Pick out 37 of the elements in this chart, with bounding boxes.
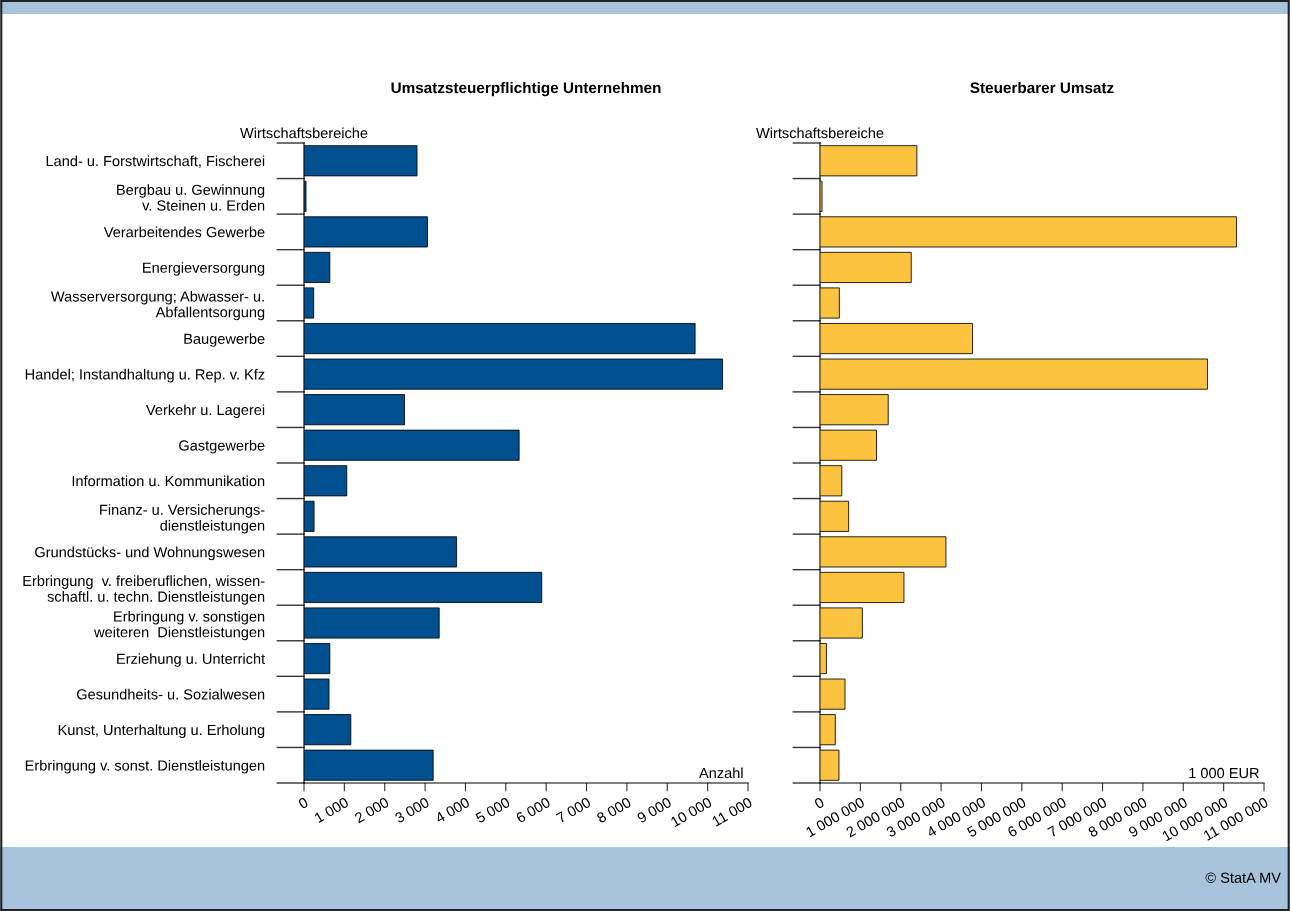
y-tick-label: Erziehung u. Unterricht	[117, 653, 266, 667]
x-tick-label: 0	[813, 796, 825, 810]
y-axis-title: Wirtschaftsbereiche	[240, 127, 368, 139]
x-tick-label: 6 000	[515, 796, 552, 824]
y-tick-label: Finanz- u. Versicherungs- dienstleistungen	[100, 504, 265, 534]
x-tick-label: 7 000	[555, 796, 592, 824]
y-tick-label: Gastgewerbe	[179, 439, 265, 454]
text: © StatA MV	[1205, 872, 1281, 883]
y-tick-label: Kunst, Unterhaltung u. Erholung	[58, 724, 265, 738]
y-tick-label: Bergbau u. Gewinnung v. Steinen u. Erden	[117, 184, 265, 211]
y-tick-label: Erbringung v. freiberuflichen, wissen- schaftl. u. techn. Dienstleistungen	[23, 575, 265, 605]
y-axis-title: Wirtschaftsbereiche	[756, 127, 884, 139]
y-tick-label: Land- u. Forstwirtschaft, Fischerei	[46, 155, 265, 168]
x-axis-title: Anzahl	[699, 767, 743, 779]
y-tick-label: Gesundheits- u. Sozialwesen	[76, 688, 265, 700]
y-tick-label: Erbringung v. sonst. Dienstleistungen	[25, 759, 265, 774]
y-tick-label: Handel; Instandhaltung u. Rep. v. Kfz	[25, 368, 265, 383]
x-tick-label: 5 000	[474, 796, 511, 824]
x-tick-label: 2 000	[353, 796, 390, 824]
chart-title: Steuerbarer Umsatz	[970, 81, 1114, 94]
x-tick-label: 10 000	[670, 796, 713, 828]
y-tick-label: Energieversorgung	[143, 262, 265, 276]
y-tick-label: Wasserversorgung; Abwasser- u. Abfallentsorgung	[50, 290, 265, 321]
y-tick-label: Information u. Kommunikation	[72, 475, 265, 487]
x-tick-label: 8 000	[596, 796, 632, 824]
x-tick-label: 1 000	[313, 796, 350, 824]
x-tick-label: 4 000	[434, 796, 471, 824]
x-axis-title: 1 000 EUR	[1189, 767, 1259, 779]
x-tick-label: 0	[297, 796, 309, 810]
x-tick-label: 3 000	[394, 796, 430, 824]
y-tick-label: Baugewerbe	[184, 333, 265, 347]
y-tick-label: Erbringung v. sonstigen weiteren Dienstleistungen	[94, 610, 265, 641]
x-tick-label: 11 000	[711, 796, 753, 827]
chart-title: Umsatzsteuerpflichtige Unternehmen	[391, 81, 661, 97]
y-tick-label: Verarbeitendes Gewerbe	[103, 226, 265, 238]
y-tick-label: Verkehr u. Lagerei	[146, 404, 265, 418]
y-tick-label: Grundstücks- und Wohnungswesen	[35, 546, 265, 561]
